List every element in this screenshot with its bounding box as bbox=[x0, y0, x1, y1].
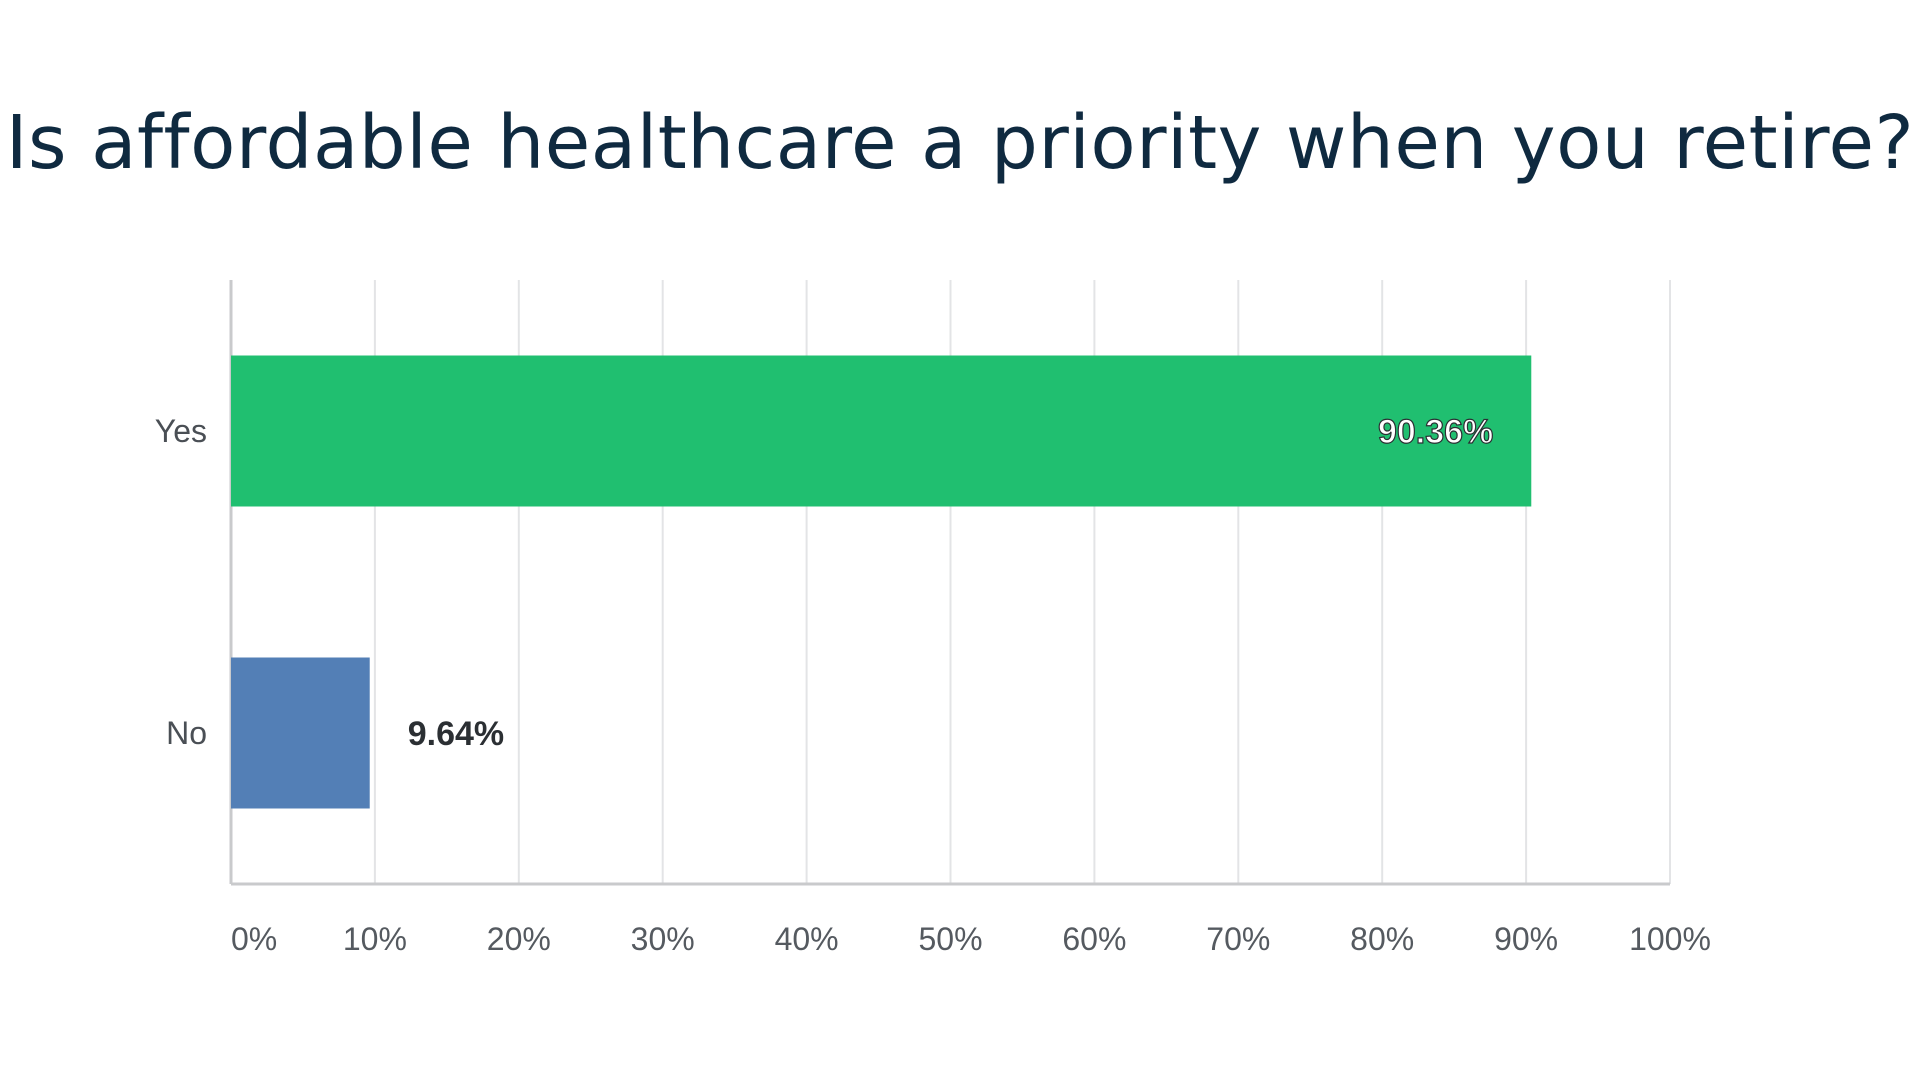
x-tick-label-0: 0% bbox=[231, 921, 277, 957]
x-tick-label-40: 40% bbox=[775, 921, 839, 957]
chart-title: Is affordable healthcare a priority when… bbox=[5, 100, 1915, 186]
category-label-no: No bbox=[166, 715, 207, 751]
x-tick-label-100: 100% bbox=[1629, 921, 1711, 957]
x-tick-label-90: 90% bbox=[1494, 921, 1558, 957]
x-tick-label-20: 20% bbox=[487, 921, 551, 957]
bars bbox=[231, 355, 1532, 809]
bar-no bbox=[231, 657, 370, 809]
value-label-no: 9.64% bbox=[408, 715, 504, 753]
bar-yes bbox=[231, 355, 1532, 507]
x-tick-label-70: 70% bbox=[1206, 921, 1270, 957]
x-tick-label-50: 50% bbox=[918, 921, 982, 957]
category-label-yes: Yes bbox=[155, 413, 207, 449]
x-tick-label-80: 80% bbox=[1350, 921, 1414, 957]
value-label-yes: 90.36% bbox=[1378, 413, 1493, 451]
labels: Yes 90.36% No 9.64% bbox=[155, 412, 1494, 753]
x-tick-label-30: 30% bbox=[631, 921, 695, 957]
x-tick-label-60: 60% bbox=[1062, 921, 1126, 957]
x-tick-label-10: 10% bbox=[343, 921, 407, 957]
